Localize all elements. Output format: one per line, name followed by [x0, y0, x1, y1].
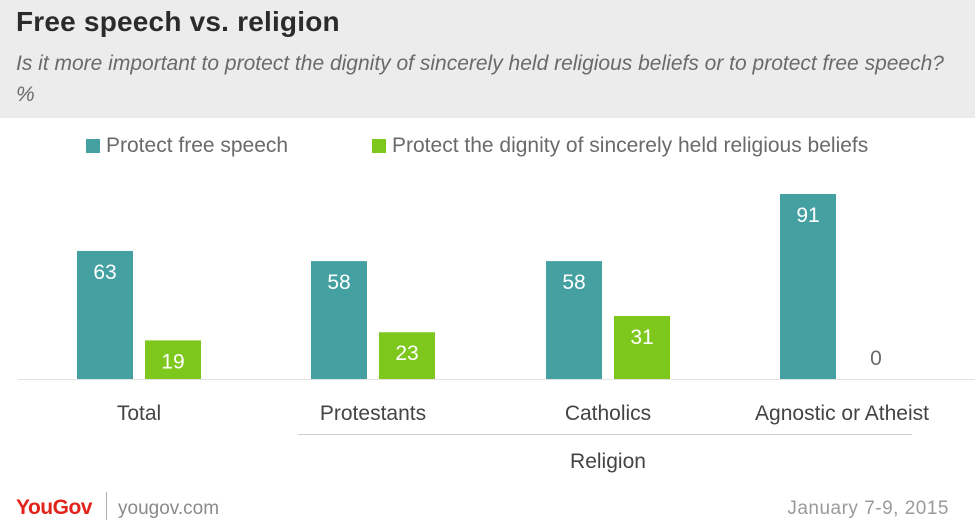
bar-free-speech-total [77, 250, 133, 379]
legend-swatch-religious-beliefs [372, 139, 386, 153]
bar-free-speech-catholics [546, 261, 602, 379]
legend-item-religious-beliefs: Protect the dignity of sincerely held re… [372, 134, 868, 158]
chart-footer: YouGov yougov.com January 7-9, 2015 [0, 488, 975, 528]
chart-title: Free speech vs. religion [16, 6, 340, 37]
survey-date: January 7-9, 2015 [787, 498, 949, 519]
footer-divider [106, 492, 107, 520]
category-label-agnostic-or-atheist: Agnostic or Atheist [755, 402, 929, 425]
chart-subtitle: Is it more important to protect the dign… [16, 52, 944, 106]
legend-item-free-speech: Protect free speech [86, 134, 288, 158]
data-label-free-speech-agnostic-or-atheist: 91 [796, 204, 819, 227]
bar-religious-beliefs-total [145, 340, 201, 379]
legend-swatch-free-speech [86, 139, 100, 153]
bar-free-speech-agnostic-or-atheist [780, 194, 836, 379]
data-label-religious-beliefs-protestants: 23 [395, 342, 418, 365]
legend-label-free-speech: Protect free speech [106, 134, 289, 157]
bar-religious-beliefs-catholics [614, 315, 670, 379]
data-label-religious-beliefs-catholics: 31 [630, 326, 653, 349]
data-label-free-speech-protestants: 58 [327, 271, 350, 294]
data-label-religious-beliefs-agnostic-or-atheist: 0 [870, 347, 882, 370]
data-label-free-speech-catholics: 58 [562, 271, 585, 294]
chart-header: Free speech vs. religion Is it more impo… [0, 0, 975, 118]
category-label-protestants: Protestants [320, 402, 426, 425]
yougov-logo: YouGov [16, 496, 92, 519]
chart-legend: Protect free speech Protect the dignity … [0, 134, 975, 164]
category-label-total: Total [117, 402, 161, 425]
bar-free-speech-protestants [311, 261, 367, 379]
data-label-free-speech-total: 63 [93, 261, 116, 284]
group-label-religion: Religion [570, 450, 646, 473]
bar-religious-beliefs-protestants [379, 332, 435, 379]
legend-label-religious-beliefs: Protect the dignity of sincerely held re… [392, 134, 869, 157]
footer-url: yougov.com [118, 498, 220, 519]
category-label-catholics: Catholics [565, 402, 651, 425]
data-label-religious-beliefs-total: 19 [161, 350, 184, 373]
